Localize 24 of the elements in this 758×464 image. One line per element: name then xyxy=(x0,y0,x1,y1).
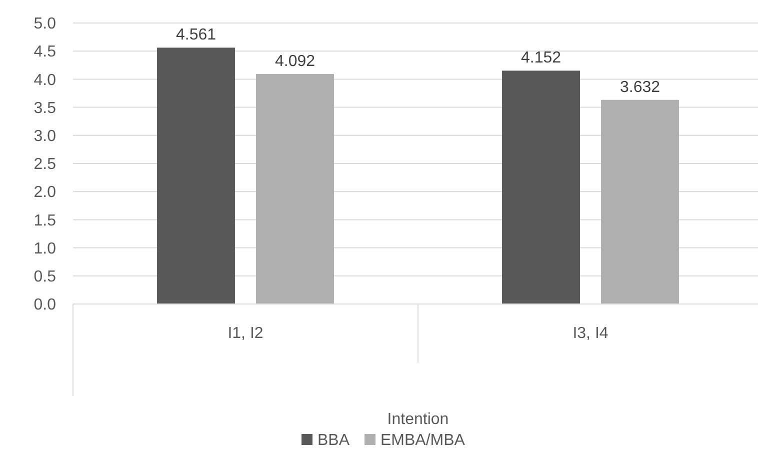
y-tick-label: 1.5 xyxy=(34,212,56,230)
y-tick-label: 3.5 xyxy=(34,100,56,117)
x-tick-label: I3, I4 xyxy=(572,325,608,342)
legend-label: BBA xyxy=(318,432,350,449)
data-label: 4.561 xyxy=(176,26,216,44)
y-tick-label: 1.0 xyxy=(34,240,56,258)
y-tick-label: 3.0 xyxy=(34,128,56,145)
data-label: 4.092 xyxy=(274,53,316,70)
x-tick-label: I1, I2 xyxy=(228,325,264,342)
bar xyxy=(502,70,580,304)
y-tick-label: 0.5 xyxy=(34,268,56,286)
y-tick-label: 2.5 xyxy=(34,156,56,174)
bar xyxy=(256,74,334,304)
data-label: 3.632 xyxy=(620,78,660,96)
bar xyxy=(157,48,235,304)
y-tick-label: 4.5 xyxy=(34,44,56,61)
y-tick-label: 0.0 xyxy=(34,296,56,314)
y-tick-label: 4.0 xyxy=(34,72,56,89)
legend-label: EMBA/MBA xyxy=(380,432,466,449)
bar xyxy=(601,100,679,304)
x-axis-title: Intention xyxy=(387,411,449,428)
y-tick-label: 5.0 xyxy=(34,16,56,33)
data-label: 4.152 xyxy=(520,50,562,67)
y-tick-label: 2.0 xyxy=(34,184,56,202)
